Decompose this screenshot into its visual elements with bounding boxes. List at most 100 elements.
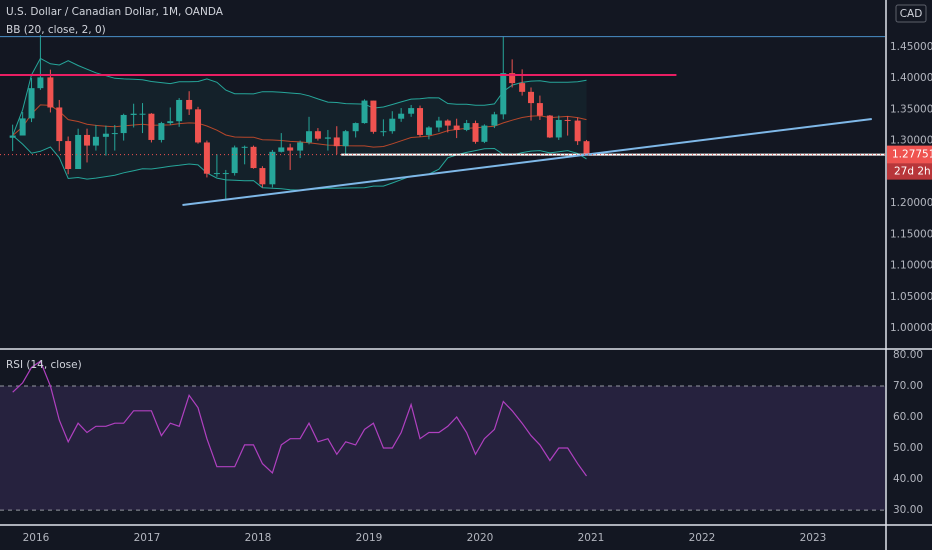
candle-body <box>536 103 543 116</box>
candle-body <box>444 120 451 126</box>
y-tick-label: 1.15000 <box>890 228 932 240</box>
rsi-tick-label: 50.00 <box>893 442 923 454</box>
candle-body <box>120 114 127 134</box>
candle-body <box>75 134 82 170</box>
candle-body <box>47 77 54 108</box>
x-tick-label: 2016 <box>23 532 50 544</box>
candle-body <box>324 137 331 139</box>
candle-body <box>306 131 313 143</box>
candle-body <box>213 173 220 175</box>
y-tick-label: 1.45000 <box>890 41 932 53</box>
rsi-label: RSI (14, close) <box>6 359 82 371</box>
y-tick-label: 1.30000 <box>890 135 932 147</box>
candle-body <box>130 113 137 115</box>
candle-body <box>297 142 304 151</box>
candle-body <box>528 91 535 104</box>
candle-body <box>250 146 257 169</box>
candle-body <box>564 119 571 121</box>
candle-body <box>84 134 91 146</box>
candle-body <box>111 133 118 135</box>
indicator-label: BB (20, close, 2, 0) <box>6 24 106 36</box>
price-tag-label: 1.27751 <box>892 149 932 161</box>
candle-body <box>453 125 460 130</box>
price-tag <box>887 145 932 164</box>
candle-body <box>28 88 35 119</box>
candle-body <box>555 119 562 138</box>
rsi-tick-label: 60.00 <box>893 411 923 423</box>
rsi-line <box>12 360 587 477</box>
rsi-tick-label: 80.00 <box>893 349 923 361</box>
bollinger-fill <box>12 58 587 191</box>
rsi-tick-label: 30.00 <box>893 504 923 516</box>
chart-title: U.S. Dollar / Canadian Dollar, 1M, OANDA <box>6 6 224 18</box>
candle-body <box>370 100 377 132</box>
candle-body <box>92 136 99 146</box>
candle-body <box>231 147 238 174</box>
candle-body <box>425 127 432 135</box>
y-tick-label: 1.00000 <box>890 322 932 334</box>
candle-body <box>398 113 405 119</box>
currency[interactable]: CAD <box>900 8 923 20</box>
candle-body <box>176 99 183 122</box>
candle-body <box>472 123 479 142</box>
x-tick-label: 2022 <box>689 532 716 544</box>
candle-body <box>342 131 349 147</box>
candle-body <box>361 100 368 124</box>
candle-body <box>278 147 285 152</box>
x-tick-label: 2023 <box>800 532 827 544</box>
candle-body <box>139 113 146 115</box>
currency-box[interactable] <box>895 4 927 23</box>
bollinger-upper <box>12 57 587 136</box>
candle-body <box>408 108 415 114</box>
rsi-band-fill <box>0 385 885 511</box>
candle-body <box>380 131 387 133</box>
candle-body <box>37 77 44 89</box>
candle-body <box>509 73 516 84</box>
candle-body <box>203 142 210 174</box>
candle-body <box>519 83 526 92</box>
candle-body <box>56 107 63 142</box>
candle-body <box>167 121 174 124</box>
x-tick-label: 2021 <box>578 532 605 544</box>
countdown-tag <box>887 163 932 180</box>
rsi-tick-label: 40.00 <box>893 473 923 485</box>
candle-body <box>102 133 109 137</box>
trend-line <box>182 117 872 207</box>
candle-body <box>314 131 321 139</box>
candle-body <box>463 123 470 130</box>
y-tick-label: 1.10000 <box>890 260 932 272</box>
y-tick-label: 1.35000 <box>890 103 932 115</box>
candle-body <box>546 115 553 138</box>
candle-body <box>259 168 266 185</box>
candle-body <box>9 135 16 138</box>
x-tick-label: 2020 <box>467 532 494 544</box>
candle-body <box>158 123 165 140</box>
candle-body <box>333 137 340 147</box>
candle-body <box>241 146 248 148</box>
candle-body <box>583 141 590 155</box>
candle-body <box>148 113 155 140</box>
candle-body <box>19 118 26 136</box>
candle-body <box>481 125 488 142</box>
rsi-tick-label: 70.00 <box>893 380 923 392</box>
candle-body <box>574 120 581 142</box>
x-tick-label: 2019 <box>356 532 383 544</box>
x-tick-label: 2018 <box>245 532 272 544</box>
candle-body <box>287 147 294 151</box>
candle-body <box>195 109 202 143</box>
candle-body <box>352 123 359 132</box>
x-tick-label: 2017 <box>134 532 161 544</box>
candle-body <box>417 108 424 135</box>
y-tick-label: 1.05000 <box>890 291 932 303</box>
candle-body <box>491 114 498 126</box>
countdown-label: 27d 2h <box>894 166 931 178</box>
candle-body <box>500 73 507 115</box>
candle-body <box>222 173 229 175</box>
y-tick-label: 1.40000 <box>890 72 932 84</box>
candle-body <box>389 118 396 132</box>
candle-body <box>269 151 276 185</box>
y-tick-label: 1.20000 <box>890 197 932 209</box>
candle-body <box>186 99 193 110</box>
